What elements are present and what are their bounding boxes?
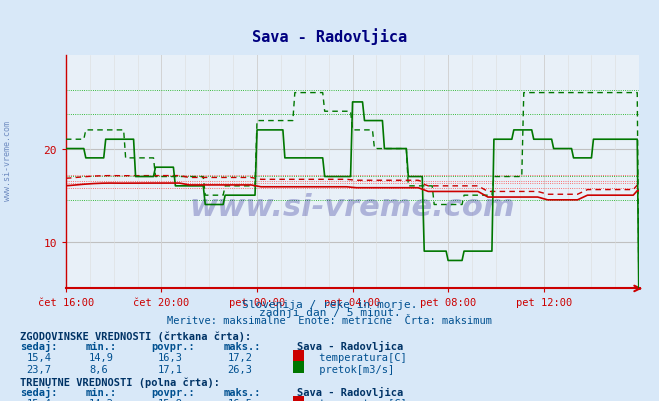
Text: povpr.:: povpr.: — [152, 387, 195, 397]
Text: sedaj:: sedaj: — [20, 386, 57, 397]
Text: www.si-vreme.com: www.si-vreme.com — [3, 120, 13, 200]
Text: 17,1: 17,1 — [158, 364, 183, 374]
Text: sedaj:: sedaj: — [20, 340, 57, 352]
Text: 23,7: 23,7 — [26, 364, 51, 374]
Text: temperatura[C]: temperatura[C] — [313, 352, 407, 362]
Text: zadnji dan / 5 minut.: zadnji dan / 5 minut. — [258, 307, 401, 317]
Text: Sava - Radovljica: Sava - Radovljica — [252, 28, 407, 45]
Text: temperatura[C]: temperatura[C] — [313, 398, 407, 401]
Text: Meritve: maksimalne  Enote: metrične  Črta: maksimum: Meritve: maksimalne Enote: metrične Črta… — [167, 315, 492, 325]
Text: 26,3: 26,3 — [227, 364, 252, 374]
Text: ZGODOVINSKE VREDNOSTI (črtkana črta):: ZGODOVINSKE VREDNOSTI (črtkana črta): — [20, 330, 251, 341]
Text: min.:: min.: — [86, 387, 117, 397]
Text: 15,4: 15,4 — [26, 398, 51, 401]
Text: 15,4: 15,4 — [26, 352, 51, 362]
Text: 16,5: 16,5 — [227, 398, 252, 401]
Text: 16,3: 16,3 — [158, 352, 183, 362]
Text: Slovenija / reke in morje.: Slovenija / reke in morje. — [242, 299, 417, 309]
Text: 8,6: 8,6 — [89, 364, 107, 374]
Text: povpr.:: povpr.: — [152, 342, 195, 352]
Text: pretok[m3/s]: pretok[m3/s] — [313, 364, 394, 374]
Text: maks.:: maks.: — [224, 342, 262, 352]
Text: Sava - Radovljica: Sava - Radovljica — [297, 386, 403, 397]
Text: min.:: min.: — [86, 342, 117, 352]
Text: TRENUTNE VREDNOSTI (polna črta):: TRENUTNE VREDNOSTI (polna črta): — [20, 376, 219, 387]
Text: 14,9: 14,9 — [89, 352, 114, 362]
Text: www.si-vreme.com: www.si-vreme.com — [190, 193, 515, 222]
Text: 14,2: 14,2 — [89, 398, 114, 401]
Text: 17,2: 17,2 — [227, 352, 252, 362]
Text: maks.:: maks.: — [224, 387, 262, 397]
Text: Sava - Radovljica: Sava - Radovljica — [297, 340, 403, 352]
Text: 15,8: 15,8 — [158, 398, 183, 401]
